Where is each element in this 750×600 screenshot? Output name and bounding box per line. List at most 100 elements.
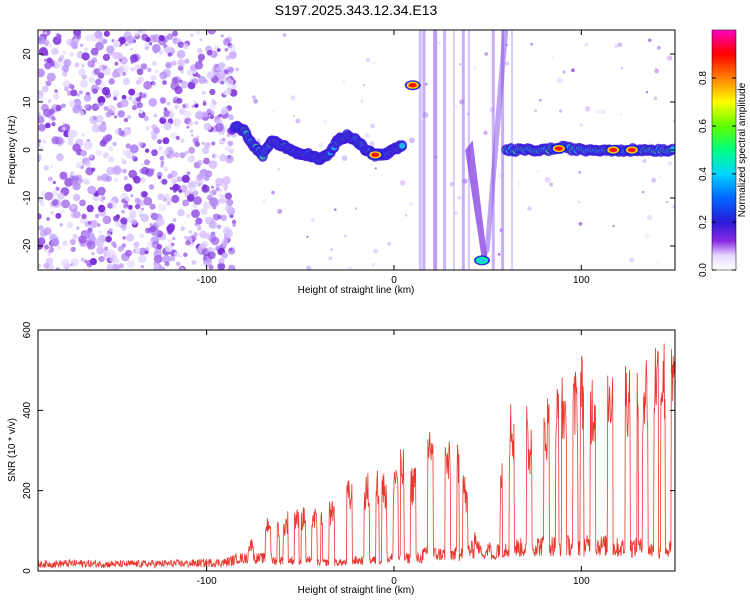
spectrogram-noise [50,164,54,168]
spectrogram-noise [648,38,652,42]
spectrogram-noise [98,86,103,91]
spectrogram-noise [209,197,219,207]
spectrogram-noise [457,195,462,200]
spectrogram-noise [579,123,584,127]
spectrogram-noise [69,171,75,176]
spectrogram-noise [107,203,113,209]
spectrogram-noise [172,118,182,127]
spectrogram-noise [177,41,185,48]
spectrogram-noise [47,252,51,256]
spectrogram-streak [452,30,455,270]
spectrogram-noise [645,91,649,94]
spectrogram-noise [38,105,43,113]
spectrogram-noise [261,199,267,204]
spectrogram-noise [55,267,60,270]
spectrogram-noise [220,80,224,85]
spectrogram-noise [211,99,215,103]
spectrogram-noise [61,258,69,267]
spectrogram-noise [145,37,151,43]
spectrogram-noise [202,147,209,155]
spectrogram-noise [408,201,414,207]
spectrogram-noise [124,43,128,47]
spectrogram-xtick-label: 0 [391,275,397,286]
spectrogram-noise [360,99,364,103]
spectrogram-noise [135,93,140,98]
spectrogram-noise [158,146,163,151]
spectrogram-noise [81,213,87,219]
spectrogram-noise [188,120,194,126]
spectrogram-noise [99,197,104,202]
spectrogram-noise [330,248,333,251]
spectrogram-noise [226,89,232,95]
spectrogram-noise [136,102,144,109]
spectrogram-noise [160,97,166,104]
spectrogram-noise [103,106,109,111]
spectrogram-noise [52,93,60,100]
spectrogram-noise [227,140,234,147]
spectrogram-noise [145,126,150,131]
snr-ytick-label: 600 [22,321,33,338]
spectrogram-noise [130,67,135,72]
spectrogram-noise [184,58,190,64]
spectrogram-noise [61,126,66,131]
spectrogram-noise [148,184,155,190]
spectrogram-noise [226,133,231,138]
spectrogram-noise [183,110,192,119]
spectrogram-noise [180,138,185,143]
spectrogram-noise [223,69,229,75]
spectrogram-noise [121,158,125,162]
spectrogram-noise [186,171,191,176]
spectrogram-noise [534,109,538,113]
spectrogram-noise [87,227,93,233]
spectrogram-noise [644,233,651,239]
spectrogram-noise [646,214,653,221]
spectrogram-noise [61,103,66,109]
spectrogram-noise [211,185,214,189]
spectrogram-noise [98,256,105,263]
spectrogram-noise [121,94,127,100]
spectrogram-noise [89,154,93,159]
spectrogram-noise [207,171,212,177]
spectrogram-noise [656,45,661,50]
spectrogram-noise [126,233,134,242]
spectrogram-noise [527,206,532,211]
spectrogram-noise [85,167,94,176]
spectrogram-noise [98,230,103,235]
spectrogram-noise [38,111,41,117]
spectrogram-noise [138,76,145,83]
spectrogram-noise [505,61,510,66]
spectrogram-noise [121,243,127,248]
spectrogram-noise [277,208,283,214]
spectrogram-noise [347,266,353,270]
spectrogram-noise [80,43,84,47]
spectrogram-noise [164,261,170,267]
spectrogram-noise [672,204,675,209]
spectrogram-noise [559,109,563,113]
spectrogram-noise [282,33,287,37]
spectrogram-noise [216,70,226,80]
spectrogram-noise [600,109,606,115]
spectrogram-noise [80,257,86,262]
spectrogram-noise [108,156,115,163]
spectrogram-noise [44,244,49,250]
spectrogram-noise [82,178,90,185]
spectrogram-noise [97,204,106,213]
spectrogram-noise [139,213,144,218]
spectrogram-noise [73,30,82,37]
spectrogram-noise [102,215,112,225]
spectrogram-noise [42,139,47,144]
spectrogram-noise [231,219,237,225]
spectrogram-noise [120,98,129,108]
spectrogram-noise [224,47,229,52]
spectrogram-noise [41,85,49,93]
spectrogram-noise [40,202,45,207]
spectrogram-xtick-label: 100 [573,275,590,286]
spectrogram-noise [51,122,56,127]
spectrogram-noise [125,203,129,207]
spectrogram-noise [184,150,189,155]
spectrogram-noise [79,79,89,88]
spectrogram-noise [222,183,229,190]
spectrogram-noise [253,98,258,104]
spectrogram-noise [38,116,45,124]
